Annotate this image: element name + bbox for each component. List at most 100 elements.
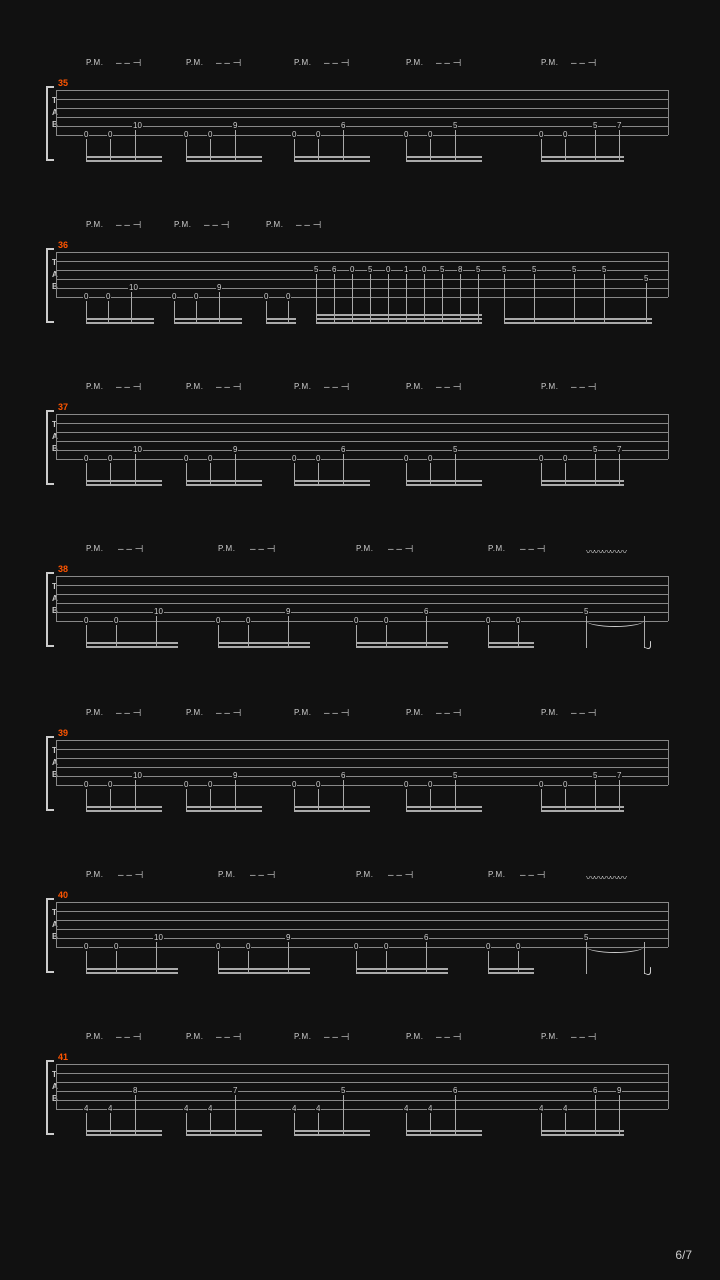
fret-number: 0 <box>263 293 269 301</box>
fret-number: 0 <box>315 781 321 789</box>
measure-number: 39 <box>58 728 68 738</box>
fret-number: 0 <box>215 617 221 625</box>
fret-number: 7 <box>616 446 622 454</box>
fret-number: 0 <box>403 131 409 139</box>
fret-number: 0 <box>245 617 251 625</box>
fret-number: 0 <box>562 455 568 463</box>
fret-number: 10 <box>153 608 164 616</box>
fret-number: 5 <box>592 446 598 454</box>
fret-number: 7 <box>616 122 622 130</box>
fret-number: 10 <box>132 122 143 130</box>
fret-number: 0 <box>383 943 389 951</box>
fret-number: 0 <box>83 943 89 951</box>
palm-mute-label: P.M. <box>406 708 423 717</box>
palm-mute-label: P.M. <box>86 382 103 391</box>
fret-number: 0 <box>207 131 213 139</box>
palm-mute-label: P.M. <box>294 708 311 717</box>
fret-number: 4 <box>83 1105 89 1113</box>
fret-number: 0 <box>485 617 491 625</box>
fret-number: 0 <box>383 617 389 625</box>
measure-number: 40 <box>58 890 68 900</box>
fret-number: 0 <box>538 781 544 789</box>
fret-number: 5 <box>452 772 458 780</box>
fret-number: 0 <box>385 266 391 274</box>
measure-number: 35 <box>58 78 68 88</box>
fret-number: 5 <box>439 266 445 274</box>
fret-number: 7 <box>232 1087 238 1095</box>
fret-number: 8 <box>457 266 463 274</box>
fret-number: 0 <box>171 293 177 301</box>
fret-number: 0 <box>83 455 89 463</box>
palm-mute-label: P.M. <box>218 870 235 879</box>
fret-number: 5 <box>313 266 319 274</box>
fret-number: 0 <box>107 781 113 789</box>
fret-number: 0 <box>403 455 409 463</box>
fret-number: 0 <box>562 131 568 139</box>
palm-mute-label: P.M. <box>356 544 373 553</box>
fret-number: 6 <box>331 266 337 274</box>
palm-mute-label: P.M. <box>86 58 103 67</box>
fret-number: 6 <box>340 446 346 454</box>
fret-number: 4 <box>562 1105 568 1113</box>
fret-number: 0 <box>353 943 359 951</box>
fret-number: 0 <box>207 455 213 463</box>
fret-number: 9 <box>232 772 238 780</box>
fret-number: 6 <box>423 934 429 942</box>
fret-number: 0 <box>427 781 433 789</box>
palm-mute-label: P.M. <box>294 1032 311 1041</box>
fret-number: 0 <box>421 266 427 274</box>
fret-number: 10 <box>132 446 143 454</box>
palm-mute-label: P.M. <box>266 220 283 229</box>
fret-number: 5 <box>340 1087 346 1095</box>
palm-mute-label: P.M. <box>186 382 203 391</box>
fret-number: 0 <box>403 781 409 789</box>
fret-number: 0 <box>183 455 189 463</box>
palm-mute-label: P.M. <box>86 544 103 553</box>
fret-number: 0 <box>315 131 321 139</box>
palm-mute-label: P.M. <box>294 382 311 391</box>
fret-number: 0 <box>193 293 199 301</box>
vibrato-icon: 〰〰〰〰〰 <box>586 545 626 558</box>
palm-mute-label: P.M. <box>186 58 203 67</box>
palm-mute-label: P.M. <box>218 544 235 553</box>
fret-number: 0 <box>515 617 521 625</box>
fret-number: 6 <box>592 1087 598 1095</box>
fret-number: 6 <box>452 1087 458 1095</box>
palm-mute-label: P.M. <box>541 708 558 717</box>
fret-number: 0 <box>215 943 221 951</box>
fret-number: 9 <box>285 608 291 616</box>
fret-number: 9 <box>616 1087 622 1095</box>
fret-number: 10 <box>132 772 143 780</box>
palm-mute-label: P.M. <box>86 870 103 879</box>
fret-number: 0 <box>349 266 355 274</box>
fret-number: 6 <box>340 122 346 130</box>
fret-number: 5 <box>452 122 458 130</box>
fret-number: 0 <box>107 455 113 463</box>
fret-number: 4 <box>183 1105 189 1113</box>
fret-number: 0 <box>207 781 213 789</box>
palm-mute-label: P.M. <box>541 1032 558 1041</box>
measure-number: 41 <box>58 1052 68 1062</box>
fret-number: 0 <box>427 131 433 139</box>
fret-number: 0 <box>107 131 113 139</box>
fret-number: 4 <box>427 1105 433 1113</box>
fret-number: 5 <box>601 266 607 274</box>
palm-mute-label: P.M. <box>488 544 505 553</box>
fret-number: 0 <box>538 131 544 139</box>
fret-number: 0 <box>291 131 297 139</box>
fret-number: 6 <box>423 608 429 616</box>
fret-number: 8 <box>132 1087 138 1095</box>
palm-mute-label: P.M. <box>541 382 558 391</box>
fret-number: 10 <box>128 284 139 292</box>
fret-number: 0 <box>291 455 297 463</box>
fret-number: 9 <box>285 934 291 942</box>
fret-number: 0 <box>515 943 521 951</box>
fret-number: 4 <box>107 1105 113 1113</box>
fret-number: 5 <box>531 266 537 274</box>
tab-page: TAB35P.M.– – ⊣P.M.– – ⊣P.M.– – ⊣P.M.– – … <box>0 0 720 1280</box>
fret-number: 0 <box>83 617 89 625</box>
palm-mute-label: P.M. <box>541 58 558 67</box>
palm-mute-label: P.M. <box>294 58 311 67</box>
fret-number: 10 <box>153 934 164 942</box>
fret-number: 5 <box>592 772 598 780</box>
